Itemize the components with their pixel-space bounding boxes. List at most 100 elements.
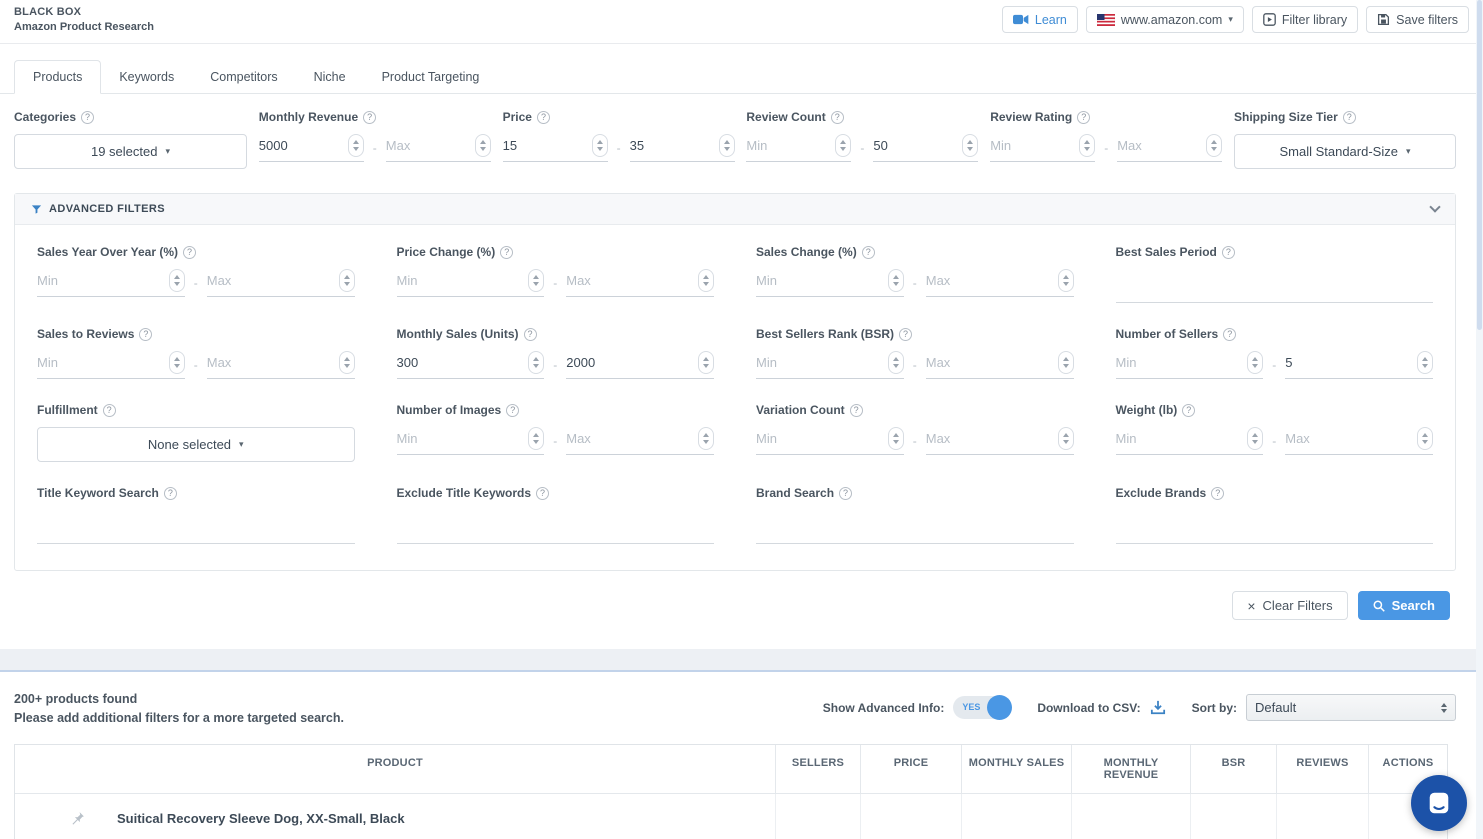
price-max-input[interactable]: [630, 138, 715, 153]
advanced-filters-header[interactable]: ADVANCED FILTERS: [15, 194, 1455, 225]
number-stepper[interactable]: [1247, 427, 1263, 450]
review-count-max-input[interactable]: [873, 138, 958, 153]
tab-competitors[interactable]: Competitors: [192, 61, 295, 93]
tab-niche[interactable]: Niche: [296, 61, 364, 93]
price-change-min-input[interactable]: [397, 273, 525, 288]
number-of-images-min-input[interactable]: [397, 431, 525, 446]
number-stepper[interactable]: [592, 134, 608, 157]
help-icon[interactable]: ?: [363, 111, 376, 124]
clear-filters-button[interactable]: × Clear Filters: [1232, 591, 1347, 620]
tab-keywords[interactable]: Keywords: [101, 61, 192, 93]
col-reviews[interactable]: REVIEWS: [1277, 745, 1369, 794]
monthly-revenue-min-input[interactable]: [259, 138, 344, 153]
help-icon[interactable]: ?: [1211, 487, 1224, 500]
help-icon[interactable]: ?: [1182, 404, 1195, 417]
number-stepper[interactable]: [348, 134, 364, 157]
brand-search-input[interactable]: [756, 510, 1074, 543]
help-icon[interactable]: ?: [850, 404, 863, 417]
title-keyword-search-input[interactable]: [37, 510, 355, 543]
monthly-revenue-max-input[interactable]: [386, 138, 471, 153]
number-of-images-max-input[interactable]: [566, 431, 694, 446]
review-rating-min-input[interactable]: [990, 138, 1075, 153]
sales-yoy-max-input[interactable]: [207, 273, 335, 288]
number-stepper[interactable]: [698, 269, 714, 292]
bsr-min-input[interactable]: [756, 355, 884, 370]
number-of-sellers-max-input[interactable]: [1285, 355, 1413, 370]
number-stepper[interactable]: [698, 427, 714, 450]
help-icon[interactable]: ?: [831, 111, 844, 124]
learn-button[interactable]: Learn: [1002, 6, 1078, 33]
number-stepper[interactable]: [528, 351, 544, 374]
number-stepper[interactable]: [962, 134, 978, 157]
help-icon[interactable]: ?: [164, 487, 177, 500]
number-stepper[interactable]: [835, 134, 851, 157]
number-stepper[interactable]: [528, 269, 544, 292]
exclude-title-keywords-input[interactable]: [397, 510, 715, 543]
fulfillment-dropdown[interactable]: None selected ▾: [37, 427, 355, 462]
help-icon[interactable]: ?: [183, 246, 196, 259]
col-price[interactable]: PRICE: [861, 745, 962, 794]
number-stepper[interactable]: [1206, 134, 1222, 157]
help-icon[interactable]: ?: [899, 328, 912, 341]
shipping-size-tier-dropdown[interactable]: Small Standard-Size ▾: [1234, 134, 1456, 169]
help-icon[interactable]: ?: [839, 487, 852, 500]
number-stepper[interactable]: [1058, 351, 1074, 374]
number-stepper[interactable]: [169, 269, 185, 292]
price-change-max-input[interactable]: [566, 273, 694, 288]
help-icon[interactable]: ?: [81, 111, 94, 124]
col-monthly-sales[interactable]: MONTHLY SALES: [962, 745, 1072, 794]
sales-to-reviews-min-input[interactable]: [37, 355, 165, 370]
col-product[interactable]: PRODUCT: [15, 745, 776, 794]
col-bsr[interactable]: BSR: [1191, 745, 1277, 794]
weight-min-input[interactable]: [1116, 431, 1244, 446]
monthly-sales-max-input[interactable]: [566, 355, 694, 370]
number-stepper[interactable]: [888, 351, 904, 374]
help-icon[interactable]: ?: [500, 246, 513, 259]
show-advanced-info-toggle[interactable]: YES: [953, 696, 1011, 719]
sales-change-min-input[interactable]: [756, 273, 884, 288]
help-icon[interactable]: ?: [862, 246, 875, 259]
download-icon[interactable]: [1150, 700, 1166, 715]
review-count-min-input[interactable]: [746, 138, 831, 153]
help-icon[interactable]: ?: [524, 328, 537, 341]
bsr-max-input[interactable]: [926, 355, 1054, 370]
number-stepper[interactable]: [169, 351, 185, 374]
sales-yoy-min-input[interactable]: [37, 273, 165, 288]
number-stepper[interactable]: [528, 427, 544, 450]
help-icon[interactable]: ?: [139, 328, 152, 341]
scrollbar[interactable]: [1476, 0, 1483, 839]
number-stepper[interactable]: [719, 134, 735, 157]
weight-max-input[interactable]: [1285, 431, 1413, 446]
exclude-brands-input[interactable]: [1116, 510, 1434, 543]
save-filters-button[interactable]: Save filters: [1366, 6, 1469, 33]
chat-launcher-button[interactable]: [1411, 775, 1467, 831]
sales-change-max-input[interactable]: [926, 273, 1054, 288]
help-icon[interactable]: ?: [1343, 111, 1356, 124]
sort-by-select[interactable]: Default: [1246, 694, 1456, 721]
number-stepper[interactable]: [888, 427, 904, 450]
number-stepper[interactable]: [1417, 427, 1433, 450]
help-icon[interactable]: ?: [1222, 246, 1235, 259]
sales-to-reviews-max-input[interactable]: [207, 355, 335, 370]
help-icon[interactable]: ?: [103, 404, 116, 417]
number-stepper[interactable]: [1058, 269, 1074, 292]
product-title[interactable]: Suitical Recovery Sleeve Dog, XX-Small, …: [117, 811, 405, 826]
help-icon[interactable]: ?: [536, 487, 549, 500]
monthly-sales-min-input[interactable]: [397, 355, 525, 370]
tab-products[interactable]: Products: [14, 60, 101, 94]
price-min-input[interactable]: [503, 138, 588, 153]
number-stepper[interactable]: [1079, 134, 1095, 157]
scrollbar-thumb[interactable]: [1477, 0, 1482, 330]
tab-product-targeting[interactable]: Product Targeting: [364, 61, 498, 93]
help-icon[interactable]: ?: [1223, 328, 1236, 341]
col-monthly-revenue[interactable]: MONTHLY REVENUE: [1072, 745, 1191, 794]
help-icon[interactable]: ?: [1077, 111, 1090, 124]
variation-count-min-input[interactable]: [756, 431, 884, 446]
help-icon[interactable]: ?: [537, 111, 550, 124]
chevron-down-icon[interactable]: [1429, 201, 1440, 212]
filter-library-button[interactable]: Filter library: [1252, 6, 1358, 33]
marketplace-selector[interactable]: www.amazon.com ▾: [1086, 6, 1244, 33]
number-stepper[interactable]: [339, 269, 355, 292]
pin-icon[interactable]: [37, 810, 117, 827]
help-icon[interactable]: ?: [506, 404, 519, 417]
